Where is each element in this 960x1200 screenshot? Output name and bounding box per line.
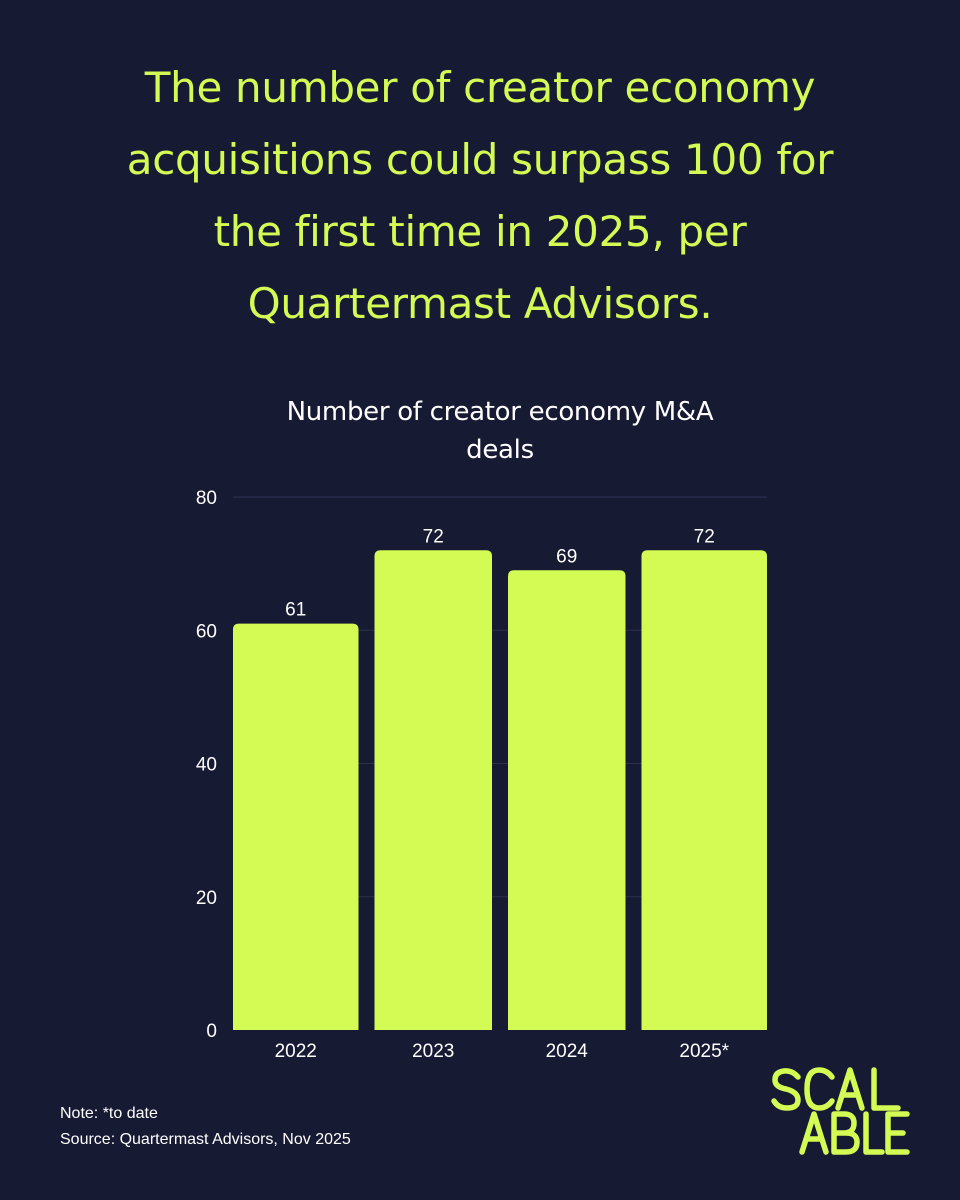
- data-label-2022: 61: [285, 600, 306, 621]
- bar-2025: [641, 550, 767, 1030]
- x-axis-tick-labels: 2022 2023 2024 2025*: [275, 1041, 730, 1062]
- headline: The number of creator economy acquisitio…: [126, 63, 834, 328]
- scalable-logo: [771, 1067, 910, 1155]
- chart-title: Number of creator economy M&A deals: [230, 393, 770, 469]
- y-tick-label: 0: [206, 1021, 217, 1042]
- y-tick-label: 20: [196, 888, 217, 909]
- footnote-source: Source: Quartermast Advisors, Nov 2025: [60, 1131, 351, 1148]
- chart-data-labels: 61 72 69 72: [285, 526, 715, 620]
- footnote-note: Note: *to date: [60, 1105, 158, 1122]
- y-tick-label: 40: [196, 755, 217, 776]
- bar-2023: [374, 550, 492, 1030]
- x-tick-label-2024: 2024: [546, 1041, 589, 1062]
- x-tick-label-2023: 2023: [412, 1041, 454, 1062]
- y-tick-label: 80: [196, 488, 217, 509]
- bar-2024: [508, 570, 626, 1030]
- bar-chart: 0 20 40 60 80 61 72 69 72 2022 2023 2024 2025*: [196, 488, 767, 1062]
- chart-bars: [233, 550, 767, 1030]
- chart-title-line-2: deals: [466, 435, 534, 465]
- x-tick-label-2022: 2022: [275, 1041, 317, 1062]
- x-tick-label-2025: 2025*: [679, 1041, 729, 1062]
- y-tick-label: 60: [196, 621, 217, 642]
- data-label-2025: 72: [694, 526, 715, 547]
- y-axis-tick-labels: 0 20 40 60 80: [196, 488, 217, 1042]
- bar-2022: [233, 623, 359, 1030]
- data-label-2023: 72: [423, 526, 444, 547]
- data-label-2024: 69: [556, 546, 577, 567]
- chart-title-line-1: Number of creator economy M&A: [286, 397, 714, 427]
